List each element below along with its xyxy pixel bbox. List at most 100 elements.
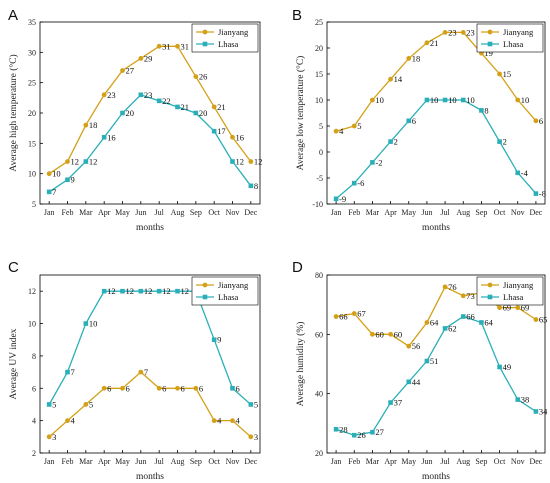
- panel-letter: C: [8, 259, 19, 276]
- y-tick-label: -5: [316, 174, 323, 183]
- series-line-jianyang: [48, 371, 252, 438]
- data-point-jianyang: [46, 171, 52, 177]
- data-point-lhasa: [442, 97, 448, 103]
- data-point-jianyang: [65, 159, 70, 164]
- data-point-jianyang: [156, 43, 162, 49]
- data-point-jianyang: [533, 317, 539, 322]
- data-point-jianyang: [175, 43, 180, 49]
- legend-label: Jianyang: [503, 27, 534, 37]
- y-tick-label: 30: [28, 48, 36, 57]
- data-label: 44: [412, 377, 421, 387]
- data-label: 19: [484, 48, 493, 58]
- data-label: 31: [162, 41, 171, 51]
- data-point-lhasa: [248, 402, 254, 407]
- legend-label: Lhasa: [218, 292, 239, 302]
- data-label: 10: [430, 95, 439, 105]
- data-point-lhasa: [370, 160, 375, 165]
- data-label: 20: [199, 108, 208, 118]
- data-label: 69: [521, 303, 530, 313]
- legend-box: [476, 276, 544, 306]
- y-tick-label: 25: [315, 18, 323, 27]
- data-label: 4: [217, 416, 222, 426]
- x-tick-label: Feb: [62, 457, 74, 466]
- data-label: 5: [254, 399, 258, 409]
- data-point-lhasa: [533, 409, 539, 414]
- legend-label: Jianyang: [218, 280, 249, 290]
- data-label: 17: [217, 126, 226, 136]
- data-point-jianyang: [515, 305, 521, 311]
- y-tick-label: 60: [315, 330, 323, 339]
- data-label: -9: [339, 194, 346, 204]
- x-tick-label: Jul: [154, 208, 164, 217]
- plot-frame: [326, 274, 546, 454]
- data-point-lhasa: [156, 98, 162, 104]
- data-point-jianyang: [46, 434, 52, 440]
- y-axis-title: Average UV index: [9, 328, 19, 399]
- x-tick-label: Feb: [348, 208, 360, 217]
- x-tick-label: May: [115, 457, 130, 466]
- data-point-lhasa: [120, 110, 125, 116]
- data-label: 6: [412, 116, 416, 126]
- series-line-jianyang: [335, 31, 537, 132]
- data-point-lhasa: [351, 180, 357, 186]
- data-point-lhasa: [138, 288, 144, 294]
- data-point-jianyang: [370, 97, 375, 103]
- legend-marker: [202, 294, 208, 300]
- data-label: 65: [539, 315, 548, 325]
- series-line-lhasa: [335, 99, 537, 200]
- legend-label: Lhasa: [503, 292, 524, 302]
- data-point-jianyang: [388, 76, 393, 82]
- x-tick-label: May: [115, 208, 130, 217]
- x-tick-label: Aug: [456, 457, 470, 466]
- data-label: 21: [217, 102, 226, 112]
- data-point-lhasa: [211, 128, 217, 134]
- legend-label: Jianyang: [503, 280, 534, 290]
- y-tick-label: 10: [315, 96, 323, 105]
- series-line-jianyang: [335, 286, 537, 348]
- x-tick-label: Oct: [208, 208, 220, 217]
- data-point-jianyang: [175, 385, 180, 391]
- x-tick-label: Jan: [331, 457, 342, 466]
- data-point-jianyang: [351, 311, 357, 316]
- data-point-lhasa: [193, 110, 199, 116]
- data-label: 60: [375, 329, 384, 339]
- legend-box: [191, 276, 259, 306]
- data-label: -4: [521, 168, 529, 178]
- x-tick-label: Feb: [62, 208, 74, 217]
- y-axis-title: Average humidity (%): [295, 322, 306, 407]
- data-point-lhasa: [211, 337, 217, 343]
- data-label: 10: [375, 95, 384, 105]
- data-label: 4: [339, 126, 344, 136]
- data-point-lhasa: [156, 288, 162, 294]
- y-tick-label: 8: [32, 352, 36, 361]
- data-point-lhasa: [515, 397, 521, 402]
- x-tick-label: Nov: [511, 208, 525, 217]
- x-tick-label: Jun: [135, 457, 146, 466]
- panel-letter: B: [292, 7, 302, 24]
- data-label: 66: [466, 312, 475, 322]
- data-label: 10: [466, 95, 475, 105]
- x-tick-label: Dec: [244, 208, 257, 217]
- data-point-jianyang: [230, 134, 235, 140]
- data-point-jianyang: [497, 71, 502, 77]
- y-tick-label: 12: [28, 287, 36, 296]
- data-label: 67: [357, 309, 366, 319]
- data-point-lhasa: [460, 314, 466, 319]
- data-point-jianyang: [83, 402, 89, 407]
- x-tick-label: Dec: [529, 208, 542, 217]
- data-point-jianyang: [370, 331, 375, 337]
- y-tick-label: 5: [32, 200, 36, 209]
- x-tick-label: Oct: [494, 208, 506, 217]
- data-label: 66: [339, 312, 348, 322]
- data-label: 69: [503, 303, 512, 313]
- x-tick-label: Jan: [331, 208, 342, 217]
- x-axis-title: months: [422, 223, 450, 233]
- x-tick-label: May: [401, 457, 416, 466]
- data-label: 6: [181, 383, 185, 393]
- data-point-jianyang: [406, 343, 412, 349]
- data-label: 9: [71, 175, 75, 185]
- x-tick-label: Mar: [79, 457, 93, 466]
- data-point-lhasa: [65, 369, 70, 375]
- legend-label: Lhasa: [218, 39, 239, 49]
- panel-letter: A: [8, 7, 18, 24]
